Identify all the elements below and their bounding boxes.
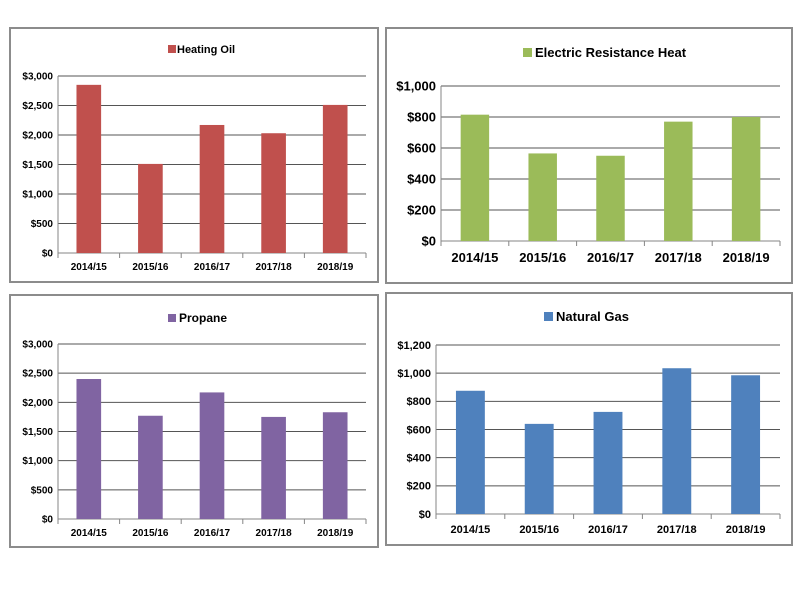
y-tick-label: $400 (407, 453, 431, 465)
legend-label: Heating Oil (177, 44, 235, 56)
bar-2014-15 (76, 379, 102, 519)
x-tick-label: 2018/19 (726, 524, 766, 536)
legend-label: Electric Resistance Heat (535, 45, 687, 60)
chart-natural-gas: Natural Gas $0 $200 $400 $600 $800 $1,000 $1,2… (397, 309, 781, 536)
y-tick-label: $1,200 (397, 340, 431, 352)
legend-swatch (168, 45, 176, 53)
y-tick-label: $800 (407, 110, 436, 125)
y-tick-label: $1,000 (397, 368, 431, 380)
bar-2014-15 (455, 390, 485, 514)
bar-2018-19 (322, 412, 348, 519)
y-tick-label: $3,000 (22, 340, 53, 351)
bar-2018-19 (731, 117, 761, 241)
y-tick-label: $1,000 (22, 456, 53, 467)
bar-2016-17 (199, 124, 225, 253)
x-tick-label: 2014/15 (451, 524, 491, 536)
legend-swatch (544, 312, 553, 321)
bar-2015-16 (138, 415, 163, 519)
bar-2014-15 (460, 114, 490, 241)
legend-label: Natural Gas (556, 309, 629, 324)
x-tick-label: 2017/18 (655, 250, 702, 265)
x-tick-label: 2015/16 (519, 250, 566, 265)
bar-2015-16 (524, 423, 554, 514)
x-tick-label: 2017/18 (256, 262, 293, 273)
y-tick-label: $0 (422, 234, 436, 249)
chart-panel-natural-gas: Natural Gas $0 $200 $400 $600 $800 $1,000 $1,2… (385, 292, 793, 546)
chart-electric-resistance-heat: Electric Resistance Heat $0 $200 $400 $600 $… (396, 45, 781, 265)
y-tick-label: $2,500 (22, 101, 53, 112)
x-tick-label: 2018/19 (317, 528, 354, 539)
x-tick-label: 2016/17 (194, 528, 231, 539)
y-tick-label: $2,000 (22, 131, 53, 142)
x-tick-label: 2014/15 (71, 528, 108, 539)
bar-2014-15 (76, 84, 102, 253)
y-tick-label: $0 (42, 249, 54, 260)
bar-2016-17 (199, 392, 225, 519)
y-tick-label: $600 (407, 141, 436, 156)
x-tick-label: 2018/19 (317, 262, 354, 273)
bar-2018-19 (731, 375, 761, 514)
y-tick-label: $600 (407, 424, 431, 436)
x-tick-label: 2014/15 (451, 250, 498, 265)
y-tick-label: $800 (407, 396, 431, 408)
bar-2015-16 (528, 153, 557, 241)
x-tick-label: 2018/19 (723, 250, 770, 265)
y-tick-label: $400 (407, 172, 436, 187)
x-tick-label: 2016/17 (194, 262, 231, 273)
x-tick-label: 2017/18 (657, 524, 697, 536)
chart-panel-electric-resistance-heat: Electric Resistance Heat $0 $200 $400 $600 $… (385, 27, 793, 284)
y-tick-label: $500 (31, 485, 54, 496)
x-tick-label: 2015/16 (132, 528, 169, 539)
chart-panel-propane: Propane $0 $500 $1,000 $1,500 $2,000 $2,500 $3… (9, 294, 379, 548)
y-tick-label: $1,000 (22, 190, 53, 201)
y-tick-label: $3,000 (22, 72, 53, 83)
bar-2017-18 (662, 368, 692, 514)
y-tick-label: $200 (407, 481, 431, 493)
legend-swatch (168, 314, 176, 322)
legend-swatch (523, 48, 532, 57)
y-tick-label: $1,500 (22, 160, 53, 171)
x-tick-label: 2017/18 (256, 528, 293, 539)
bar-2017-18 (664, 121, 693, 241)
y-tick-label: $2,500 (22, 369, 53, 380)
y-tick-label: $200 (407, 203, 436, 218)
chart-panel-heating-oil: Heating Oil $0 $500 $1,000 $1,500 $2,000 $2,5… (9, 27, 379, 283)
y-tick-label: $0 (419, 509, 431, 521)
y-tick-label: $500 (31, 219, 54, 230)
bar-2017-18 (261, 416, 286, 519)
y-tick-label: $1,500 (22, 427, 53, 438)
bar-2016-17 (593, 411, 623, 514)
bar-2016-17 (596, 155, 625, 241)
legend-label: Propane (179, 311, 227, 325)
y-tick-label: $1,000 (396, 79, 436, 94)
y-tick-label: $0 (42, 515, 54, 526)
x-tick-label: 2015/16 (519, 524, 559, 536)
chart-propane: Propane $0 $500 $1,000 $1,500 $2,000 $2,500 $3… (22, 311, 367, 539)
x-tick-label: 2016/17 (588, 524, 628, 536)
y-tick-label: $2,000 (22, 398, 53, 409)
x-tick-label: 2014/15 (71, 262, 108, 273)
x-tick-label: 2016/17 (587, 250, 634, 265)
bar-2017-18 (261, 133, 286, 253)
bar-2018-19 (322, 104, 348, 253)
bar-2015-16 (138, 163, 163, 253)
x-tick-label: 2015/16 (132, 262, 169, 273)
chart-heating-oil: Heating Oil $0 $500 $1,000 $1,500 $2,000 $2,5… (22, 44, 367, 273)
